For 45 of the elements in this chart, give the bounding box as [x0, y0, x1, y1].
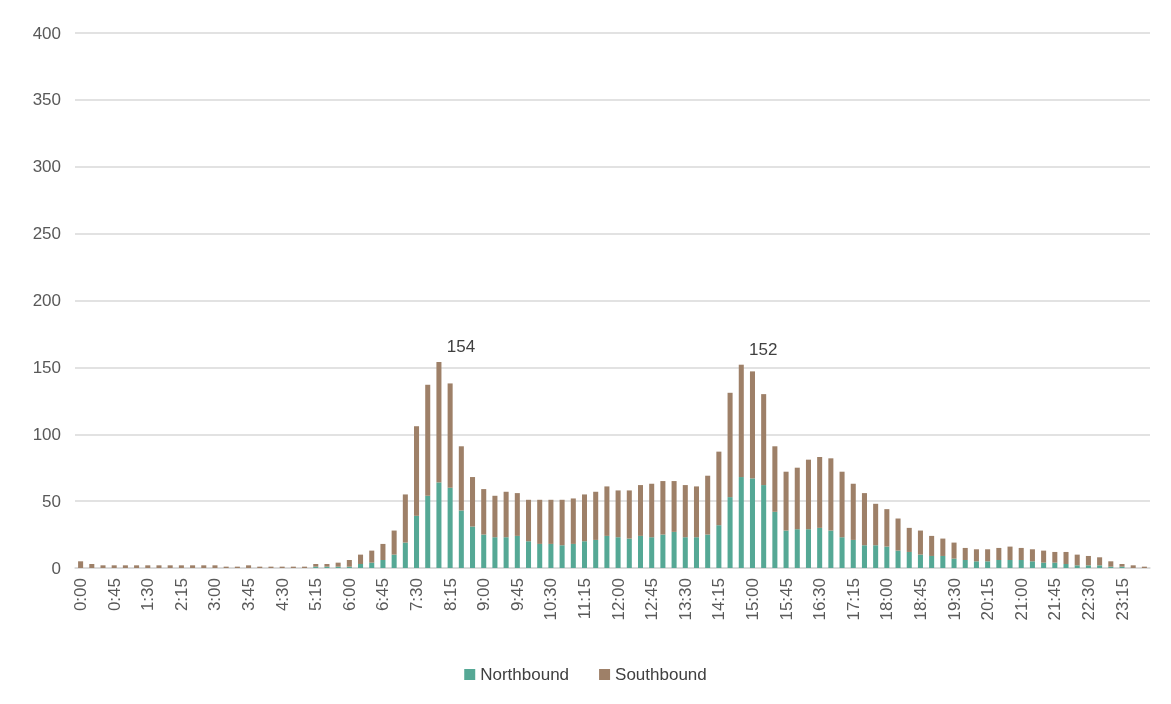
total-label: 152	[749, 339, 778, 359]
x-tick-label: 1:30	[138, 578, 158, 612]
x-tick-label: 0:45	[104, 578, 124, 612]
x-tick-label: 6:45	[373, 578, 393, 612]
x-tick-label: 21:45	[1045, 578, 1065, 621]
legend-label: Southbound	[615, 665, 707, 684]
x-tick-label: 9:45	[507, 578, 527, 612]
y-tick-label: 150	[32, 357, 61, 377]
x-tick-label: 0:00	[71, 578, 91, 612]
x-tick-label: 18:00	[877, 578, 897, 621]
y-tick-label: 0	[51, 558, 61, 578]
x-tick-label: 12:45	[642, 578, 662, 621]
y-tick-label: 400	[32, 23, 61, 43]
y-tick-label: 100	[32, 424, 61, 444]
legend-label: Northbound	[480, 665, 570, 684]
y-tick-label: 200	[32, 291, 61, 310]
x-tick-label: 3:45	[239, 578, 259, 612]
x-tick-label: 6:00	[339, 578, 359, 612]
x-tick-label: 13:30	[675, 578, 695, 621]
x-tick-label: 4:30	[272, 578, 292, 612]
x-tick-label: 2:15	[171, 578, 191, 612]
x-tick-label: 3:00	[205, 578, 225, 612]
x-tick-label: 23:15	[1112, 578, 1132, 621]
x-tick-label: 12:00	[608, 578, 628, 621]
total-label: 154	[446, 337, 476, 357]
x-tick-label: 11:15	[575, 578, 595, 620]
x-tick-label: 15:00	[742, 578, 762, 621]
x-tick-label: 14:15	[709, 578, 729, 621]
x-tick-label: 5:15	[306, 578, 326, 612]
x-tick-label: 16:30	[810, 578, 830, 621]
x-tick-label: 9:00	[474, 578, 494, 612]
y-tick-label: 50	[42, 491, 61, 511]
x-tick-label: 18:45	[910, 578, 930, 621]
x-tick-label: 21:00	[1011, 578, 1031, 621]
y-tick-label: 250	[32, 224, 61, 244]
x-tick-label: 22:30	[1078, 578, 1098, 621]
x-tick-label: 7:30	[407, 578, 427, 612]
y-tick-label: 300	[32, 157, 61, 177]
x-tick-label: 17:15	[843, 578, 863, 621]
x-tick-label: 10:30	[541, 578, 561, 621]
x-tick-label: 15:45	[776, 578, 796, 621]
x-tick-label: 19:30	[944, 578, 964, 621]
y-tick-label: 350	[32, 90, 61, 110]
x-tick-label: 8:15	[440, 578, 460, 612]
x-tick-label: 20:15	[978, 578, 998, 621]
